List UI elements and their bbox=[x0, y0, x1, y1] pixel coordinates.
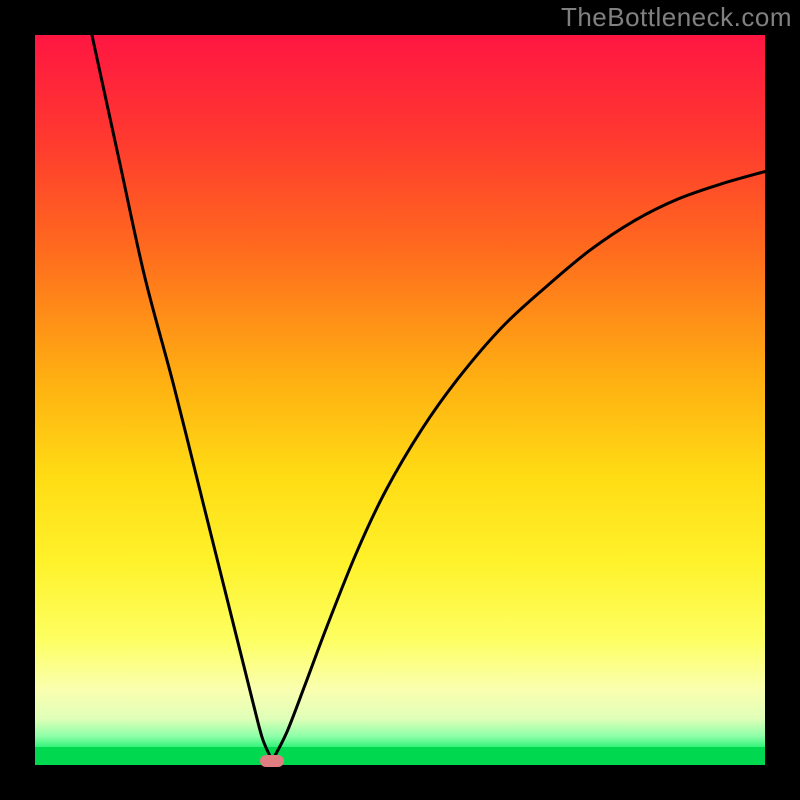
plot-area bbox=[35, 35, 765, 765]
cusp-marker bbox=[260, 755, 284, 767]
chart-root: TheBottleneck.com bbox=[0, 0, 800, 800]
bottleneck-curve bbox=[35, 35, 765, 765]
curve-path bbox=[92, 35, 765, 761]
watermark-label: TheBottleneck.com bbox=[561, 0, 792, 34]
